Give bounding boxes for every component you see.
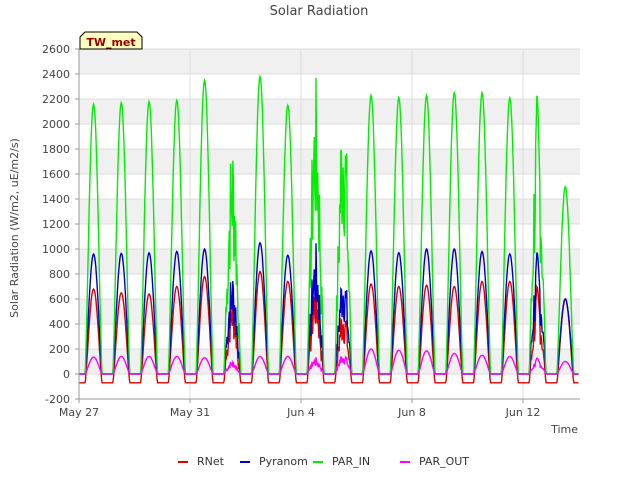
site-label-badge: TW_met [79, 31, 143, 50]
y-tick-label: 2400 [42, 68, 70, 81]
y-tick-label: 2000 [42, 118, 70, 131]
y-tick-label: 400 [49, 318, 70, 331]
legend-label: PAR_IN [332, 455, 370, 468]
series-line-rnet [79, 270, 579, 384]
y-tick-label: 1000 [42, 243, 70, 256]
grid-band [79, 49, 580, 74]
legend-label: Pyranom [259, 455, 308, 468]
grid-band [79, 299, 580, 324]
chart-title: Solar Radiation [270, 4, 369, 19]
x-axis-label: Time [550, 423, 578, 436]
grid-band [79, 249, 580, 274]
y-tick-label: 1600 [42, 168, 70, 181]
x-tick-label: Jun 4 [286, 406, 315, 419]
y-tick-label: 1800 [42, 143, 70, 156]
legend-label: PAR_OUT [419, 455, 469, 468]
x-tick-label: May 27 [59, 406, 99, 419]
x-tick-label: May 31 [170, 406, 210, 419]
site-label: TW_met [86, 36, 135, 49]
y-tick-label: -200 [45, 393, 70, 406]
series-layer [79, 74, 579, 384]
grid-band [79, 149, 580, 174]
y-tick-label: 600 [49, 293, 70, 306]
grid-band [79, 99, 580, 124]
grid-band [79, 199, 580, 224]
y-tick-label: 800 [49, 268, 70, 281]
y-tick-label: 0 [63, 368, 70, 381]
y-axis-label: Solar Radiation (W/m2, uE/m2/s) [8, 138, 21, 318]
legend: RNet Pyranom PAR_IN PAR_OUT [178, 455, 469, 468]
y-tick-label: 1400 [42, 193, 70, 206]
y-tick-label: 1200 [42, 218, 70, 231]
x-tick-label: Jun 12 [505, 406, 541, 419]
legend-label: RNet [197, 455, 225, 468]
x-tick-label: Jun 8 [397, 406, 426, 419]
axes: -200 0 200 400 600 800 1000 1200 1400 1600 1800 200… [42, 43, 580, 419]
grid-band [79, 349, 580, 374]
y-tick-label: 200 [49, 343, 70, 356]
y-tick-label: 2600 [42, 43, 70, 56]
y-tick-label: 2200 [42, 93, 70, 106]
series-line-par-out [79, 348, 579, 375]
